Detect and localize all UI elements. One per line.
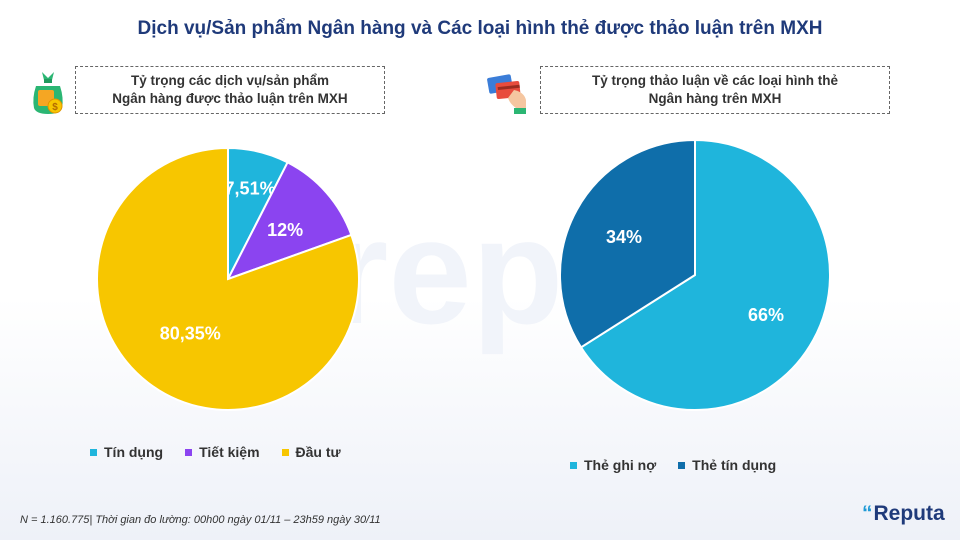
left-chart-title-line1: Tỷ trọng các dịch vụ/sản phẩm — [130, 73, 330, 88]
right-chart-title-line1: Tỷ trọng thảo luận về các loại hình thẻ — [591, 73, 839, 88]
page-title: Dịch vụ/Sản phẩm Ngân hàng và Các loại h… — [137, 18, 823, 39]
right-chart-title-box: Tỷ trọng thảo luận về các loại hình thẻ … — [540, 66, 890, 114]
left-legend: Tín dụng Tiết kiệm Đầu tư — [90, 444, 363, 460]
left-legend-swatch-1 — [185, 448, 193, 456]
left-legend-label-1: Tiết kiệm — [199, 444, 260, 460]
left-legend-item-0: Tín dụng — [90, 444, 163, 460]
left-legend-label-0: Tín dụng — [104, 444, 164, 460]
left-pie-slice-1 — [225, 161, 353, 281]
left-legend-swatch-2 — [281, 448, 289, 456]
logo-text: Reputa — [873, 502, 945, 525]
right-legend-swatch-1 — [678, 461, 686, 469]
left-pie-label-2: 80,35% — [160, 324, 221, 344]
svg-text:$: $ — [52, 102, 58, 113]
left-pie-label-0: 7,51% — [225, 178, 276, 198]
footnote: N = 1.160.775| Thời gian đo lường: 00h00… — [20, 514, 381, 526]
left-legend-item-2: Đầu tư — [281, 444, 341, 460]
right-pie-slice-1 — [559, 138, 696, 349]
reputa-logo: “ Reputa — [862, 502, 945, 526]
left-legend-label-2: Đầu tư — [295, 444, 341, 460]
right-pie-label-1: 34% — [606, 227, 642, 247]
right-legend-label-1: Thẻ tín dụng — [692, 457, 777, 473]
left-chart-title-line2: Ngân hàng được thảo luận trên MXH — [112, 91, 348, 106]
right-pie-slice-0 — [579, 138, 831, 411]
left-chart-title-box: Tỷ trọng các dịch vụ/sản phẩm Ngân hàng … — [75, 66, 385, 114]
money-bag-icon: $ — [33, 72, 63, 114]
left-legend-item-1: Tiết kiệm — [185, 444, 260, 460]
right-legend: Thẻ ghi nợ Thẻ tín dụng — [570, 457, 798, 473]
credit-card-hand-icon — [487, 74, 526, 114]
left-legend-swatch-0 — [90, 448, 97, 456]
right-chart-title-line2: Ngân hàng trên MXH — [648, 91, 782, 106]
right-legend-label-0: Thẻ ghi nợ — [584, 457, 657, 473]
logo-mark: “ — [862, 502, 873, 525]
right-pie-label-0: 66% — [748, 305, 784, 325]
right-legend-swatch-0 — [570, 461, 577, 469]
left-pie-label-1: 12% — [267, 220, 303, 240]
right-legend-item-0: Thẻ ghi nợ — [570, 457, 656, 473]
right-legend-item-1: Thẻ tín dụng — [678, 457, 776, 473]
left-pie-slice-2 — [96, 146, 360, 411]
